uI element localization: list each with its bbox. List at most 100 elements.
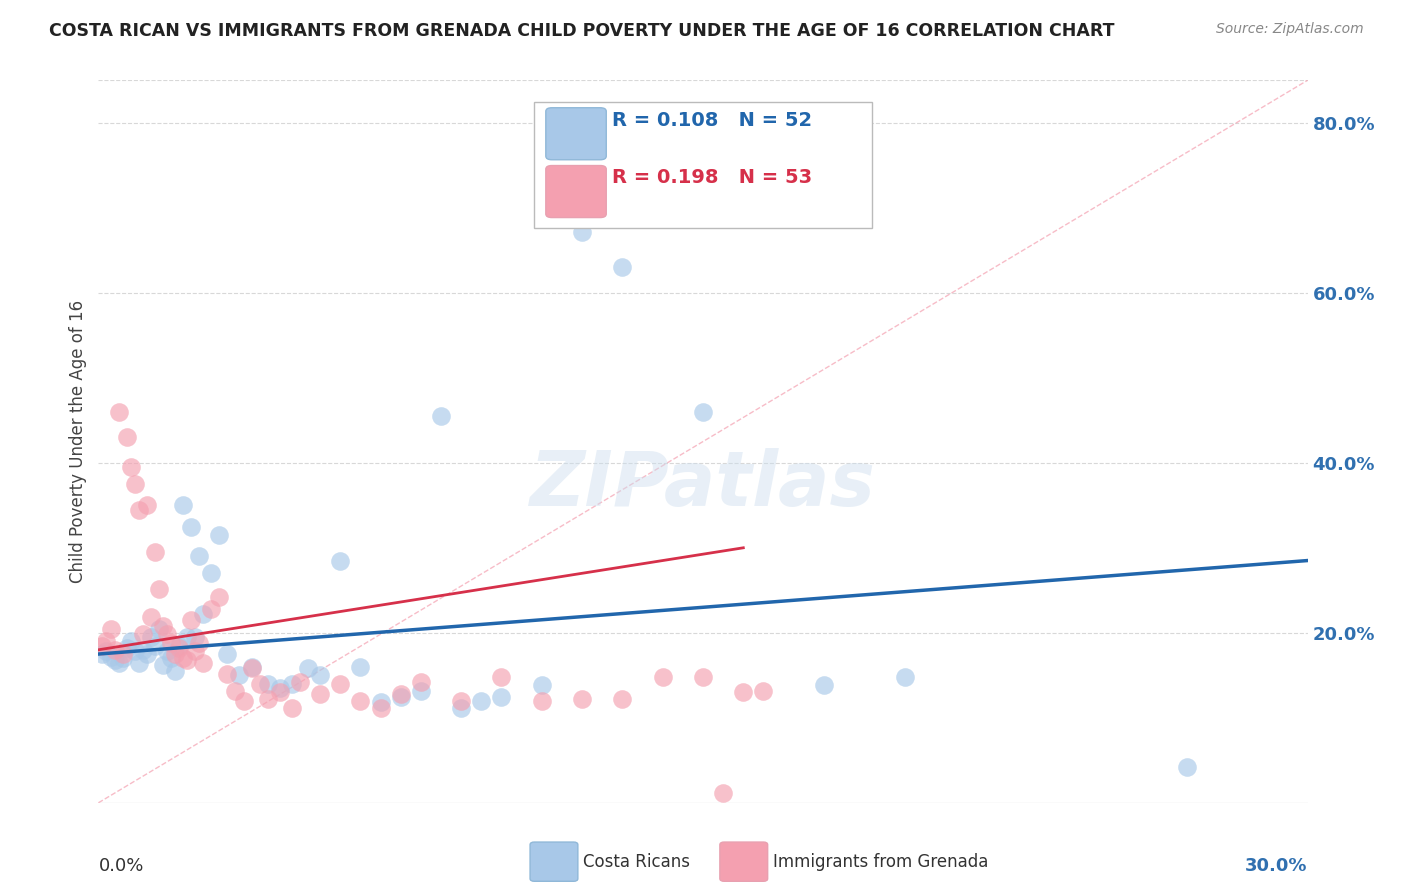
Text: Source: ZipAtlas.com: Source: ZipAtlas.com xyxy=(1216,22,1364,37)
Point xyxy=(128,502,150,516)
Point xyxy=(1175,760,1198,774)
Point xyxy=(107,656,129,670)
Point xyxy=(180,519,202,533)
Text: R = 0.198   N = 53: R = 0.198 N = 53 xyxy=(613,169,813,187)
Point xyxy=(269,685,291,699)
Point xyxy=(96,644,118,658)
Point xyxy=(281,700,304,714)
Point xyxy=(813,678,835,692)
Point xyxy=(288,675,311,690)
Point xyxy=(240,660,263,674)
Point xyxy=(124,644,146,658)
Text: Costa Ricans: Costa Ricans xyxy=(583,853,690,871)
Point xyxy=(172,651,194,665)
Point xyxy=(491,690,513,704)
Text: COSTA RICAN VS IMMIGRANTS FROM GRENADA CHILD POVERTY UNDER THE AGE OF 16 CORRELA: COSTA RICAN VS IMMIGRANTS FROM GRENADA C… xyxy=(49,22,1115,40)
Point xyxy=(180,613,202,627)
Point xyxy=(217,647,239,661)
Point xyxy=(176,630,198,644)
Point xyxy=(111,647,134,661)
Point xyxy=(152,619,174,633)
Text: ZIPatlas: ZIPatlas xyxy=(530,448,876,522)
Point xyxy=(450,700,472,714)
FancyBboxPatch shape xyxy=(546,166,606,218)
Point xyxy=(148,582,170,596)
Point xyxy=(692,405,714,419)
Point xyxy=(120,460,142,475)
Point xyxy=(200,566,222,581)
Point xyxy=(389,687,412,701)
Point xyxy=(571,225,593,239)
Point xyxy=(143,545,166,559)
FancyBboxPatch shape xyxy=(534,102,872,228)
Point xyxy=(370,700,392,714)
Point xyxy=(752,683,775,698)
Point xyxy=(651,670,673,684)
Point xyxy=(612,692,634,706)
Point xyxy=(120,634,142,648)
Point xyxy=(148,622,170,636)
Point xyxy=(491,670,513,684)
Point xyxy=(163,664,186,678)
Point xyxy=(193,607,215,621)
Text: 0.0%: 0.0% xyxy=(98,857,143,875)
Point xyxy=(612,260,634,275)
Point xyxy=(167,639,190,653)
Point xyxy=(184,630,207,644)
Point xyxy=(111,651,134,665)
Point xyxy=(135,647,157,661)
Point xyxy=(91,639,114,653)
Text: Immigrants from Grenada: Immigrants from Grenada xyxy=(773,853,988,871)
Text: 30.0%: 30.0% xyxy=(1246,857,1308,875)
Point xyxy=(256,692,278,706)
Point xyxy=(530,678,553,692)
Point xyxy=(172,498,194,512)
FancyBboxPatch shape xyxy=(546,108,606,160)
Point xyxy=(115,430,138,444)
Point xyxy=(256,677,278,691)
Point xyxy=(100,649,122,664)
Point xyxy=(132,627,155,641)
Point xyxy=(103,653,125,667)
Point xyxy=(893,670,915,684)
Point xyxy=(208,528,231,542)
Point xyxy=(733,685,755,699)
Point xyxy=(450,694,472,708)
Point xyxy=(430,409,453,423)
Point xyxy=(470,694,492,708)
Point xyxy=(530,694,553,708)
Point xyxy=(115,641,138,656)
Point xyxy=(370,696,392,710)
Point xyxy=(692,670,714,684)
Point xyxy=(184,644,207,658)
Point xyxy=(176,653,198,667)
Point xyxy=(167,641,190,656)
Point xyxy=(139,630,162,644)
Point xyxy=(188,636,211,650)
Point xyxy=(329,553,352,567)
Point xyxy=(297,661,319,675)
Point xyxy=(139,610,162,624)
Point xyxy=(152,658,174,673)
Point xyxy=(409,683,432,698)
Point xyxy=(711,786,734,800)
Point xyxy=(228,668,250,682)
Text: R = 0.108   N = 52: R = 0.108 N = 52 xyxy=(613,111,813,129)
Point xyxy=(389,690,412,704)
Point xyxy=(571,692,593,706)
Point xyxy=(409,675,432,690)
Point xyxy=(91,647,114,661)
Point xyxy=(103,642,125,657)
Point xyxy=(224,683,246,698)
Point xyxy=(188,549,211,564)
Point xyxy=(249,677,271,691)
Point xyxy=(208,590,231,604)
Point xyxy=(309,668,332,682)
Point xyxy=(160,651,183,665)
Point xyxy=(232,694,254,708)
Point xyxy=(269,681,291,695)
Point xyxy=(200,602,222,616)
Point xyxy=(217,666,239,681)
Point xyxy=(240,661,263,675)
Point xyxy=(124,477,146,491)
